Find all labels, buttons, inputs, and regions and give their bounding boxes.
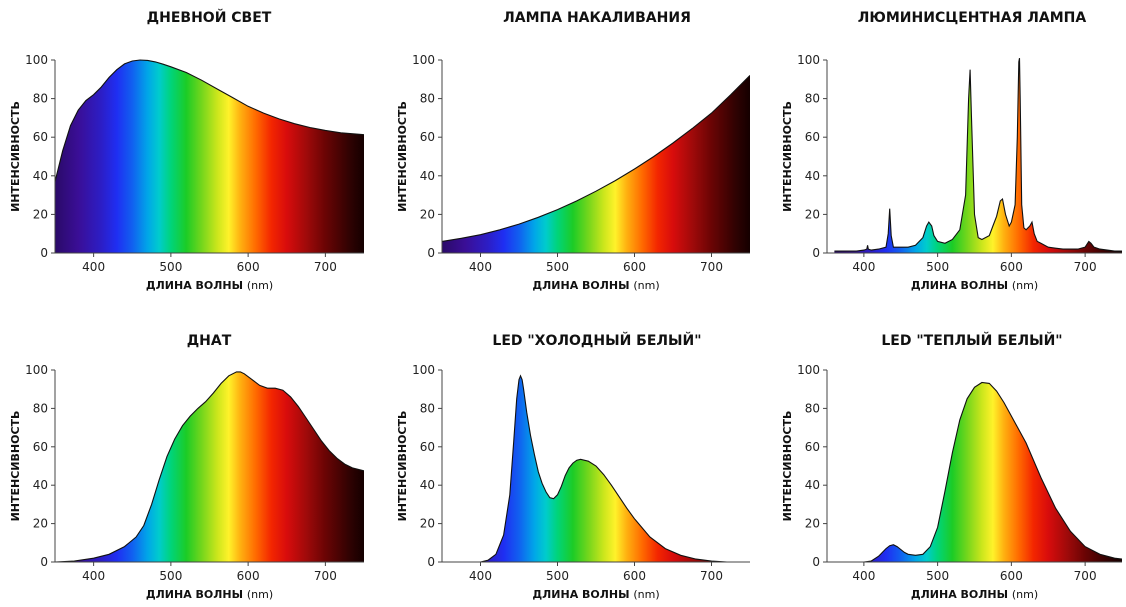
x-tick-label: 500 (546, 260, 569, 274)
x-axis-label: ДЛИНА ВОЛНЫ (nm) (911, 279, 1038, 292)
y-tick-label: 40 (33, 169, 48, 183)
y-tick-label: 0 (812, 555, 820, 569)
x-tick-label: 700 (700, 260, 723, 274)
x-axis-label: ДЛИНА ВОЛНЫ (nm) (146, 279, 273, 292)
y-tick-label: 20 (420, 207, 435, 221)
spectrum-line (863, 381, 1122, 562)
x-tick-label: 700 (700, 569, 723, 583)
spectrum-area (55, 60, 364, 253)
chart-panel-6: 0 20 40 60 80 100 400 500 600 700 LED "ТЕПЛЫЙ БЕЛЫ… (781, 332, 1122, 601)
y-tick-label: 60 (33, 130, 48, 144)
x-tick-label: 600 (237, 569, 260, 583)
y-tick-label: 0 (427, 246, 435, 260)
x-tick-label: 700 (314, 569, 337, 583)
y-tick-label: 40 (420, 169, 435, 183)
spectrum-area (55, 371, 364, 562)
x-tick-label: 600 (623, 260, 646, 274)
y-tick-label: 20 (805, 517, 820, 531)
x-tick-label: 600 (1000, 260, 1023, 274)
x-tick-label: 400 (469, 260, 492, 274)
spectrum-line (55, 371, 364, 562)
spectrum-area (863, 382, 1122, 562)
y-tick-label: 80 (805, 92, 820, 106)
chart-panel-3: 0 20 40 60 80 100 400 500 600 700 ЛЮМИНИСЦЕНТНАЯ Л… (781, 10, 1122, 292)
chart-title: LED "ТЕПЛЫЙ БЕЛЫЙ" (881, 332, 1062, 349)
y-tick-label: 40 (805, 169, 820, 183)
chart-title: ЛАМПА НАКАЛИВАНИЯ (503, 10, 691, 26)
y-tick-label: 20 (805, 207, 820, 221)
x-tick-label: 600 (623, 569, 646, 583)
x-tick-label: 400 (469, 569, 492, 583)
y-axis-label: ИНТЕНСИВНОСТЬ (396, 101, 409, 212)
y-axis-label: ИНТЕНСИВНОСТЬ (9, 411, 22, 522)
spectrum-area (457, 375, 750, 562)
x-tick-label: 400 (82, 260, 105, 274)
x-tick-label: 500 (159, 260, 182, 274)
y-tick-label: 80 (420, 92, 435, 106)
x-axis-label: ДЛИНА ВОЛНЫ (nm) (911, 588, 1038, 601)
spectrum-line (834, 58, 1122, 252)
y-axis-label: ИНТЕНСИВНОСТЬ (9, 101, 22, 212)
chart-title: LED "ХОЛОДНЫЙ БЕЛЫЙ" (492, 332, 701, 349)
x-tick-label: 600 (237, 260, 260, 274)
y-tick-label: 40 (33, 478, 48, 492)
x-tick-label: 600 (1000, 569, 1023, 583)
x-tick-label: 700 (314, 260, 337, 274)
y-tick-label: 100 (412, 363, 435, 377)
x-tick-label: 500 (926, 569, 949, 583)
x-axis-label: ДЛИНА ВОЛНЫ (nm) (146, 588, 273, 601)
y-tick-label: 100 (412, 53, 435, 67)
y-tick-label: 20 (420, 517, 435, 531)
x-axis-label: ДЛИНА ВОЛНЫ (nm) (532, 279, 659, 292)
y-tick-label: 80 (420, 401, 435, 415)
x-tick-label: 400 (852, 260, 875, 274)
x-tick-label: 500 (926, 260, 949, 274)
y-tick-label: 20 (33, 207, 48, 221)
x-tick-label: 400 (852, 569, 875, 583)
y-tick-label: 100 (25, 363, 48, 377)
x-axis-label: ДЛИНА ВОЛНЫ (nm) (532, 588, 659, 601)
spectrum-area (442, 75, 750, 253)
y-tick-label: 0 (427, 555, 435, 569)
y-tick-label: 60 (805, 130, 820, 144)
chart-panel-5: 0 20 40 60 80 100 400 500 600 700 LED "ХОЛОДНЫЙ БЕ… (396, 332, 750, 601)
spectrum-line (55, 59, 364, 182)
y-tick-label: 80 (33, 92, 48, 106)
y-tick-label: 0 (40, 555, 48, 569)
y-tick-label: 100 (797, 53, 820, 67)
x-tick-label: 400 (82, 569, 105, 583)
chart-title: ДНЕВНОЙ СВЕТ (147, 9, 272, 26)
y-tick-label: 40 (805, 478, 820, 492)
y-tick-label: 80 (33, 401, 48, 415)
spectrum-line (457, 374, 750, 562)
chart-panel-1: 0 20 40 60 80 100 400 500 600 700 ДНЕВНОЙ СВЕТ ДЛИН… (9, 9, 364, 292)
y-tick-label: 0 (812, 246, 820, 260)
chart-title: ЛЮМИНИСЦЕНТНАЯ ЛАМПА (858, 10, 1087, 26)
y-tick-label: 40 (420, 478, 435, 492)
y-axis-label: ИНТЕНСИВНОСТЬ (781, 411, 794, 522)
y-tick-label: 20 (33, 517, 48, 531)
x-tick-label: 700 (1074, 260, 1097, 274)
spectrum-line (442, 75, 750, 242)
x-tick-label: 500 (159, 569, 182, 583)
chart-panel-4: 0 20 40 60 80 100 400 500 600 700 ДНАТ ДЛИНА ВОЛНЫ … (9, 333, 364, 601)
y-tick-label: 100 (797, 363, 820, 377)
x-tick-label: 500 (546, 569, 569, 583)
y-tick-label: 80 (805, 401, 820, 415)
y-tick-label: 60 (805, 440, 820, 454)
y-axis-label: ИНТЕНСИВНОСТЬ (396, 411, 409, 522)
spectrum-area (834, 58, 1122, 253)
y-tick-label: 0 (40, 246, 48, 260)
chart-panel-2: 0 20 40 60 80 100 400 500 600 700 ЛАМПА НАКАЛИВАНИ… (396, 10, 750, 292)
y-tick-label: 60 (420, 440, 435, 454)
chart-title: ДНАТ (187, 333, 232, 349)
y-tick-label: 60 (420, 130, 435, 144)
y-axis-label: ИНТЕНСИВНОСТЬ (781, 101, 794, 212)
x-tick-label: 700 (1074, 569, 1097, 583)
y-tick-label: 60 (33, 440, 48, 454)
y-tick-label: 100 (25, 53, 48, 67)
